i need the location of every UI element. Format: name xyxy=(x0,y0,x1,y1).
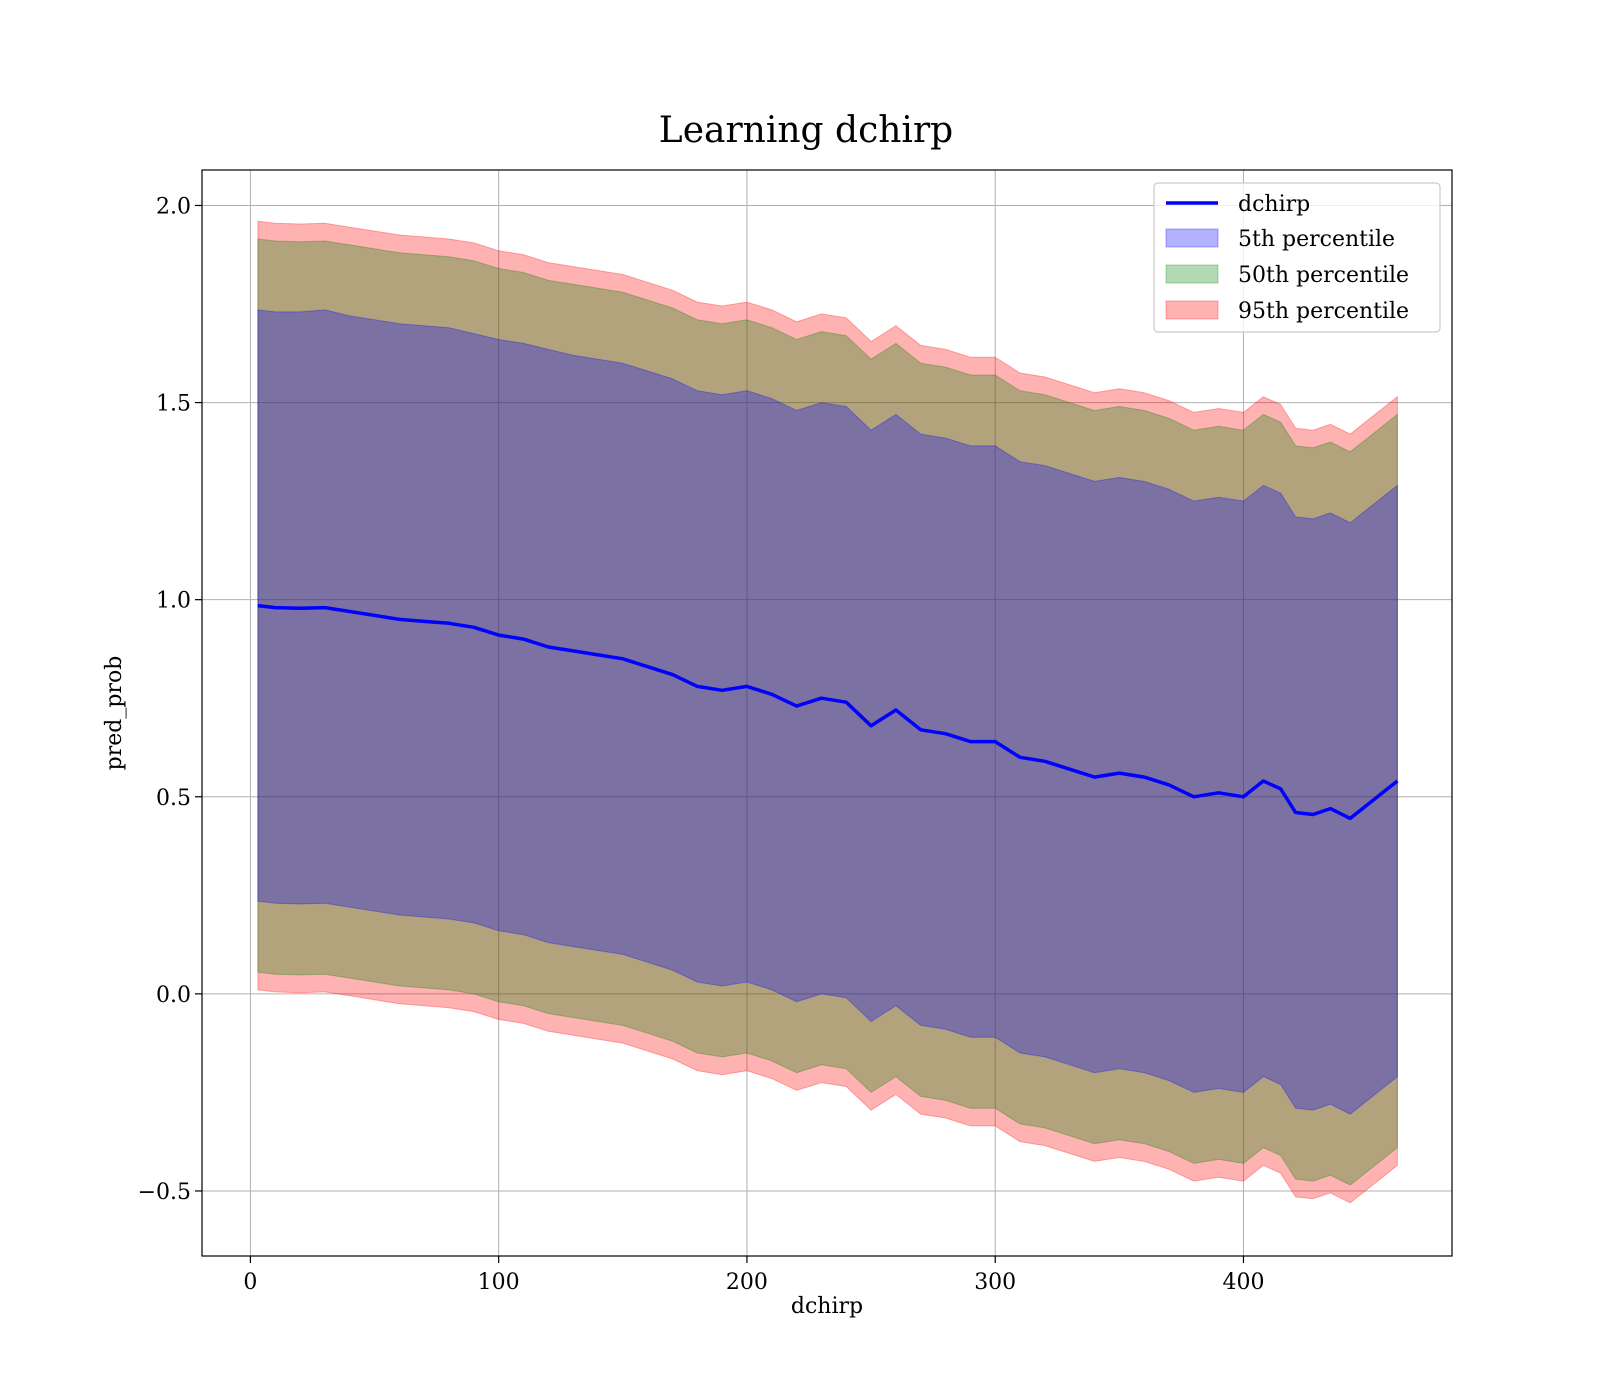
percentile-bands xyxy=(257,220,1398,1204)
x-tick-label: 300 xyxy=(974,1270,1016,1295)
y-tick-label: 0.0 xyxy=(156,983,191,1008)
legend-label: 5th percentile xyxy=(1238,227,1395,252)
legend-label: dchirp xyxy=(1238,192,1310,217)
y-tick-label: 1.5 xyxy=(156,392,191,417)
x-axis-label: dchirp xyxy=(791,1294,863,1319)
chart-title: Learning dchirp xyxy=(659,110,953,151)
x-axis-ticks: 0 100 200 300 400 xyxy=(243,1256,1264,1295)
legend-swatch-5th-percentile xyxy=(1165,228,1219,248)
legend-swatch-95th-percentile xyxy=(1165,300,1219,320)
band-95th-percentile xyxy=(257,220,1398,1204)
y-tick-label: −0.5 xyxy=(138,1180,191,1205)
x-tick-label: 200 xyxy=(726,1270,768,1295)
band-50th-percentile xyxy=(257,238,1398,1186)
y-tick-label: 1.0 xyxy=(156,589,191,614)
plot-frame xyxy=(201,169,1453,1257)
legend-box xyxy=(1153,182,1441,333)
y-axis-ticks: −0.5 0.0 0.5 1.0 1.5 2.0 xyxy=(138,194,202,1205)
legend-label: 95th percentile xyxy=(1238,299,1409,324)
y-tick-label: 0.5 xyxy=(156,786,191,811)
legend-label: 50th percentile xyxy=(1238,263,1409,288)
y-tick-label: 2.0 xyxy=(156,194,191,219)
x-tick-label: 100 xyxy=(478,1270,520,1295)
series-line-dchirp xyxy=(257,603,1399,821)
x-tick-label: 400 xyxy=(1222,1270,1264,1295)
y-axis-label: pred_prob xyxy=(102,656,127,771)
legend: dchirp 5th percentile 50th percentile 95th … xyxy=(1153,182,1441,333)
x-tick-label: 0 xyxy=(243,1270,257,1295)
band-5th-percentile xyxy=(257,309,1398,1115)
legend-swatch-50th-percentile xyxy=(1165,264,1219,284)
series-lines xyxy=(257,603,1399,821)
